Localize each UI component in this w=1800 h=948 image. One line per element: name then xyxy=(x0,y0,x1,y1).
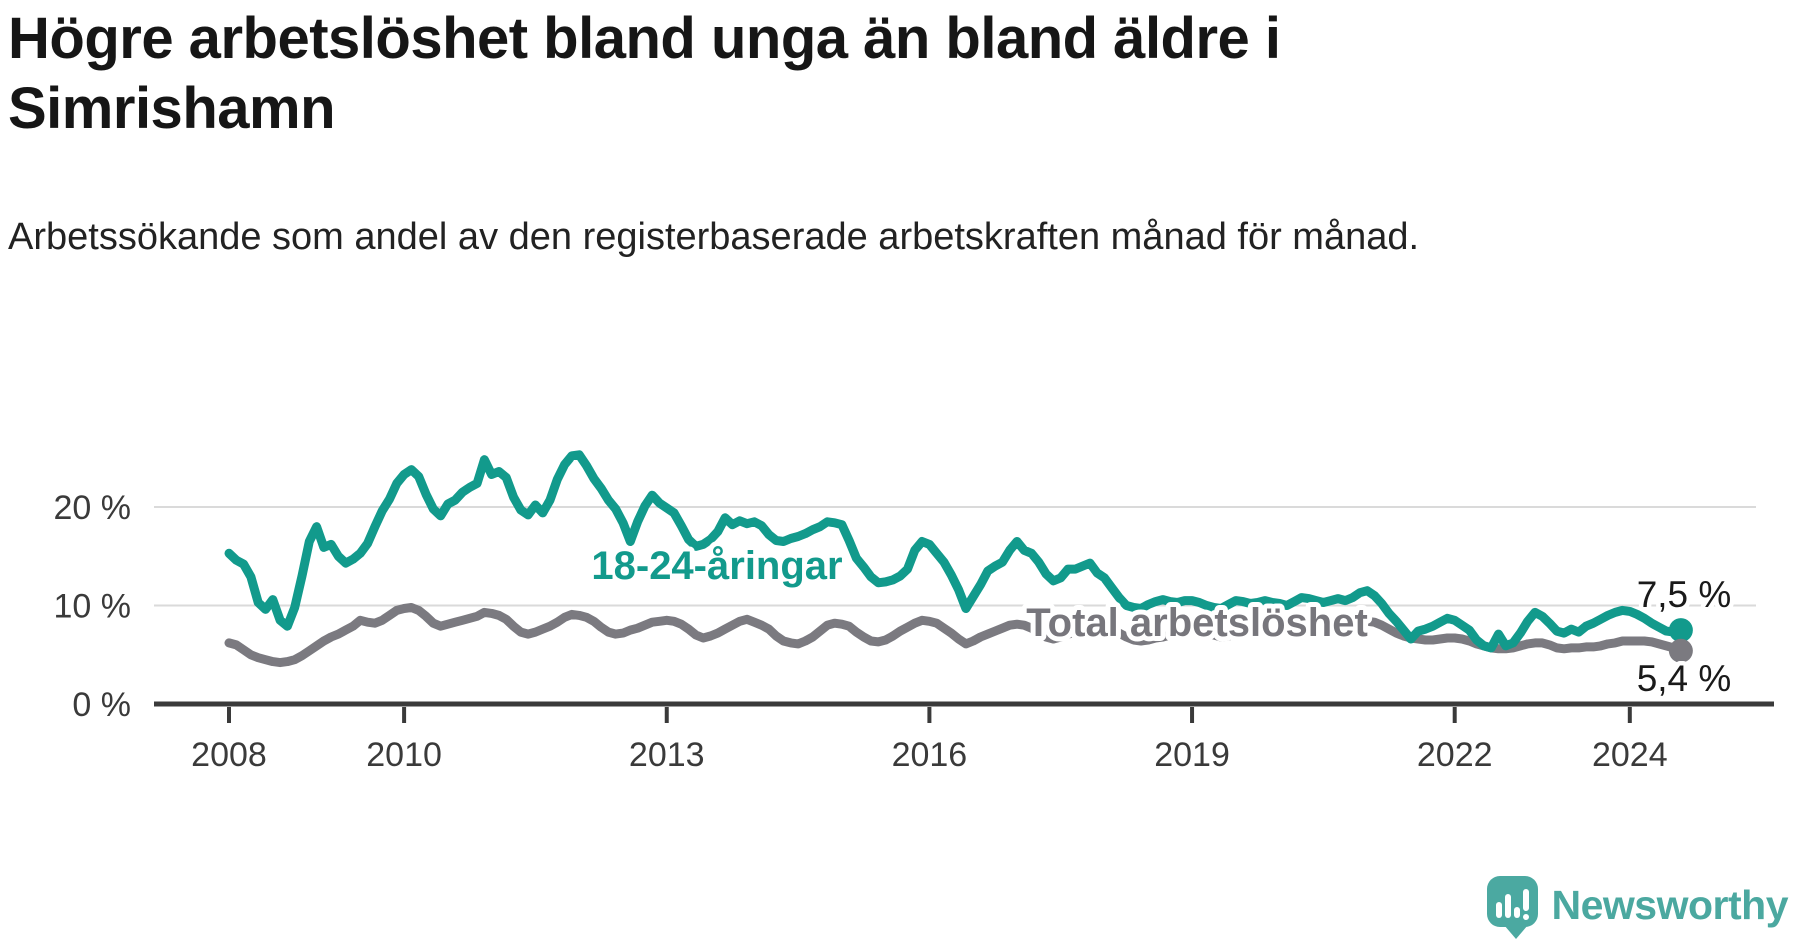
grid-layer xyxy=(154,506,1756,607)
bar-chart-glyph xyxy=(1495,888,1529,920)
end-value-label-total: 5,4 % xyxy=(1637,658,1732,699)
x-axis-tick-label: 2022 xyxy=(1417,736,1493,774)
y-axis-tick-label: 20 % xyxy=(54,489,132,527)
x-axis-tick-label: 2008 xyxy=(191,736,267,774)
x-axis-tick-label: 2010 xyxy=(366,736,442,774)
x-axis-tick-label: 2013 xyxy=(629,736,705,774)
series-end-dot xyxy=(1668,618,1693,643)
y-axis-tick-label: 0 % xyxy=(72,686,131,724)
newsworthy-bubble-chart-icon xyxy=(1486,875,1538,939)
series-label-young: 18-24-åringar xyxy=(591,544,842,588)
page-title: Högre arbetslöshet bland unga än bland ä… xyxy=(8,6,1281,141)
series-label-total: Total arbetslöshet xyxy=(1026,601,1368,645)
speech-bubble-tail xyxy=(1503,924,1528,939)
end-value-label-young: 7,5 % xyxy=(1637,574,1732,615)
x-axis-tick-label: 2016 xyxy=(892,736,968,774)
series-layer xyxy=(224,450,1693,668)
newsworthy-logo-text: Newsworthy xyxy=(1551,881,1789,928)
x-axis-tick-label: 2024 xyxy=(1592,736,1668,774)
speech-bubble-shape xyxy=(1486,875,1538,927)
bar-glyph xyxy=(1504,893,1511,918)
exclamation-glyph xyxy=(1522,888,1529,920)
series-line-total xyxy=(224,603,1686,668)
series-end-dot xyxy=(1668,638,1693,663)
page-subtitle: Arbetssökande som andel av den registerb… xyxy=(8,216,1420,258)
bar-glyph xyxy=(1495,901,1502,918)
newsworthy-logo: Newsworthy xyxy=(1486,872,1789,939)
bar-glyph xyxy=(1513,906,1520,918)
x-axis-tick-label: 2019 xyxy=(1154,736,1230,774)
series-line-young xyxy=(224,450,1686,653)
axis-layer: 0 % 10 % 20 % 2008 2010 2013 2016 2019 2022 2024 xyxy=(54,489,1774,774)
y-axis-tick-label: 10 % xyxy=(54,588,132,626)
